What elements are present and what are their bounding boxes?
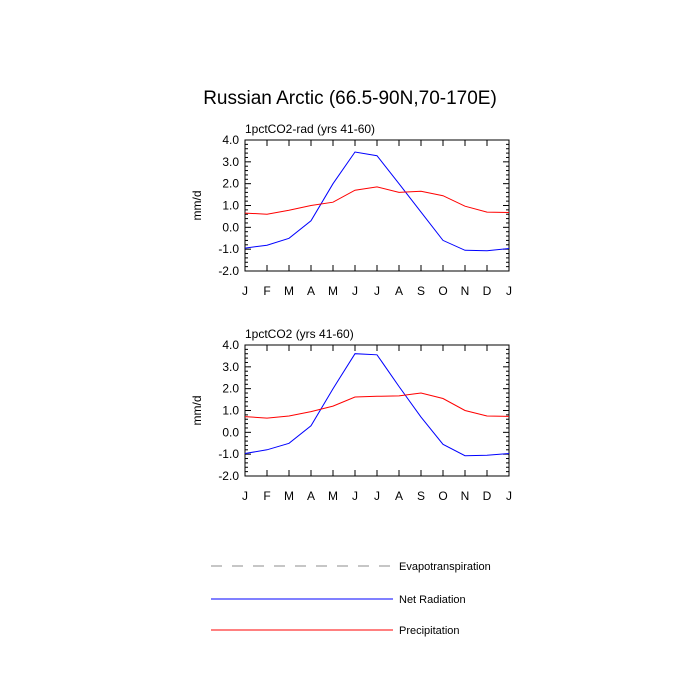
y-tick-label: 1.0 bbox=[222, 199, 239, 213]
x-tick-label: A bbox=[307, 284, 315, 298]
figure-title: Russian Arctic (66.5-90N,70-170E) bbox=[203, 88, 497, 109]
y-tick-label: 4.0 bbox=[222, 133, 239, 147]
x-tick-label: A bbox=[395, 284, 403, 298]
y-tick-label: -1.0 bbox=[218, 242, 239, 256]
y-axis-label: mm/d bbox=[190, 191, 204, 221]
series-line-precipitation bbox=[244, 186, 510, 215]
y-tick-label: -2.0 bbox=[218, 264, 239, 278]
y-tick-label: 3.0 bbox=[222, 155, 239, 169]
plot-frame bbox=[244, 139, 510, 272]
x-tick-label: D bbox=[483, 284, 492, 298]
x-tick-label: J bbox=[374, 284, 380, 298]
x-tick-label: J bbox=[352, 284, 358, 298]
panel-title: 1pctCO2-rad (yrs 41-60) bbox=[245, 122, 375, 136]
series-line-net-radiation bbox=[244, 151, 510, 252]
x-tick-label: O bbox=[438, 284, 447, 298]
y-tick-label: 0.0 bbox=[222, 220, 239, 234]
x-tick-label: M bbox=[328, 284, 338, 298]
y-tick-label: 2.0 bbox=[222, 177, 239, 191]
x-tick-label: N bbox=[461, 284, 470, 298]
x-tick-label: F bbox=[263, 284, 270, 298]
x-tick-label: J bbox=[506, 284, 512, 298]
x-tick-label: M bbox=[284, 284, 294, 298]
x-tick-label: J bbox=[242, 284, 248, 298]
x-tick-label: S bbox=[417, 284, 425, 298]
